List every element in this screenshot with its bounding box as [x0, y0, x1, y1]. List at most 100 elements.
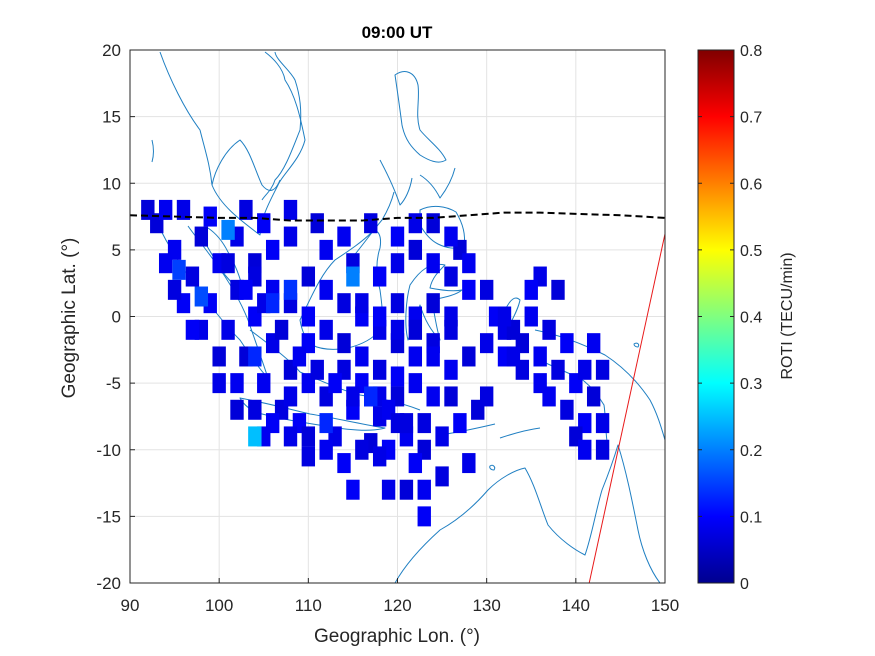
colorbar-label: ROTI (TECU/min) — [779, 252, 796, 379]
roti-cell-elevated — [172, 259, 186, 280]
x-tick-label: 150 — [651, 596, 679, 615]
roti-cell — [274, 319, 289, 340]
roti-cell — [176, 199, 191, 220]
x-tick-label: 130 — [472, 596, 500, 615]
roti-cell — [230, 373, 244, 394]
coastline-australia — [394, 444, 661, 583]
coastline-small-island-3 — [489, 464, 496, 471]
coastline-small-island-1 — [151, 139, 154, 163]
roti-cell — [292, 346, 307, 367]
roti-cell — [524, 279, 538, 300]
coastline-borneo — [299, 230, 383, 350]
x-tick-label: 100 — [205, 596, 233, 615]
colorbar-tick-label: 0.6 — [740, 176, 762, 193]
chart-title: 09:00 UT — [362, 23, 433, 42]
roti-cell-elevated — [319, 413, 333, 434]
roti-cell — [194, 226, 209, 247]
y-axis-ticks: 20 15 10 5 0 -5 -10 -15 -20 — [96, 41, 135, 593]
roti-cell — [417, 506, 431, 527]
x-axis-ticks: 90 100 110 120 130 140 150 — [121, 578, 679, 615]
y-tick-label: 10 — [102, 174, 121, 193]
roti-cell-elevated — [221, 219, 235, 240]
roti-cell — [586, 333, 601, 354]
roti-cell — [462, 453, 476, 474]
roti-cell — [257, 373, 271, 394]
roti-cell — [426, 293, 440, 314]
roti-cell — [167, 279, 182, 300]
roti-cell — [239, 199, 253, 220]
roti-cell — [408, 346, 423, 367]
roti-cell — [560, 399, 574, 420]
roti-cell — [185, 266, 200, 287]
roti-cell — [595, 359, 610, 380]
colorbar-tick-label: 0.5 — [740, 243, 762, 260]
y-tick-label: -5 — [106, 374, 121, 393]
roti-cell — [408, 319, 423, 340]
roti-cell — [185, 319, 200, 340]
roti-cell — [390, 293, 405, 314]
roti-cell-elevated — [248, 346, 262, 367]
roti-cell — [346, 386, 360, 407]
roti-cell — [283, 199, 298, 220]
coastline-philippines-visayas — [379, 159, 456, 206]
roti-cell — [372, 446, 387, 467]
y-tick-label: 20 — [102, 41, 121, 60]
roti-cell-elevated — [194, 286, 209, 307]
roti-cell — [390, 253, 405, 274]
roti-cell — [337, 226, 351, 247]
roti-cell — [301, 426, 316, 447]
roti-cell — [426, 346, 440, 367]
roti-cell — [506, 346, 521, 367]
roti-cell — [399, 479, 414, 500]
roti-cell — [301, 266, 316, 287]
roti-cell — [355, 293, 369, 314]
roti-cell — [221, 319, 235, 340]
y-axis-label: Geographic Lat. (°) — [59, 238, 80, 399]
roti-cell — [408, 453, 423, 474]
roti-cell — [551, 359, 565, 380]
coastline-philippines-luzon — [394, 71, 447, 163]
colorbar-tick-label: 0.1 — [740, 509, 762, 526]
roti-cell — [337, 453, 351, 474]
roti-cell — [533, 346, 547, 367]
roti-cell — [390, 226, 405, 247]
colorbar-tick-label: 0.4 — [740, 310, 762, 327]
colorbar-ticks: 0.8 0.7 0.6 0.5 0.4 0.3 0.2 0.1 0 — [698, 43, 762, 593]
roti-cell — [426, 213, 440, 234]
roti-cell — [578, 359, 592, 380]
roti-cell — [462, 253, 476, 274]
roti-cell — [560, 333, 574, 354]
roti-cell — [453, 413, 467, 434]
roti-cell — [372, 266, 387, 287]
roti-cell — [408, 373, 423, 394]
roti-cell — [328, 373, 342, 394]
roti-cell — [390, 366, 405, 387]
x-tick-label: 120 — [383, 596, 411, 615]
roti-cell — [444, 359, 458, 380]
colorbar-tick-label: 0.2 — [740, 443, 762, 460]
roti-cell — [435, 466, 449, 487]
roti-cell — [310, 359, 324, 380]
roti-cell — [319, 279, 333, 300]
roti-cell — [337, 293, 351, 314]
roti-cell — [444, 266, 458, 287]
roti-cell — [203, 206, 217, 227]
coastline-vietnam-north — [261, 51, 302, 201]
y-tick-label: -10 — [96, 441, 121, 460]
roti-cell — [444, 226, 458, 247]
roti-cell — [319, 439, 333, 460]
roti-cell — [230, 399, 244, 420]
roti-cell — [497, 306, 512, 327]
red-track-line — [588, 233, 665, 583]
colorbar-gradient — [697, 49, 735, 584]
roti-cell — [595, 439, 610, 460]
roti-cell — [417, 413, 431, 434]
roti-cell — [248, 399, 262, 420]
roti-cell — [479, 386, 494, 407]
roti-cell-elevated — [248, 426, 262, 447]
roti-cell-elevated — [346, 266, 360, 287]
colorbar-tick-label: 0.7 — [740, 110, 762, 127]
x-axis-label: Geographic Lon. (°) — [314, 626, 480, 647]
roti-cell — [462, 346, 476, 367]
roti-cell — [372, 306, 387, 327]
